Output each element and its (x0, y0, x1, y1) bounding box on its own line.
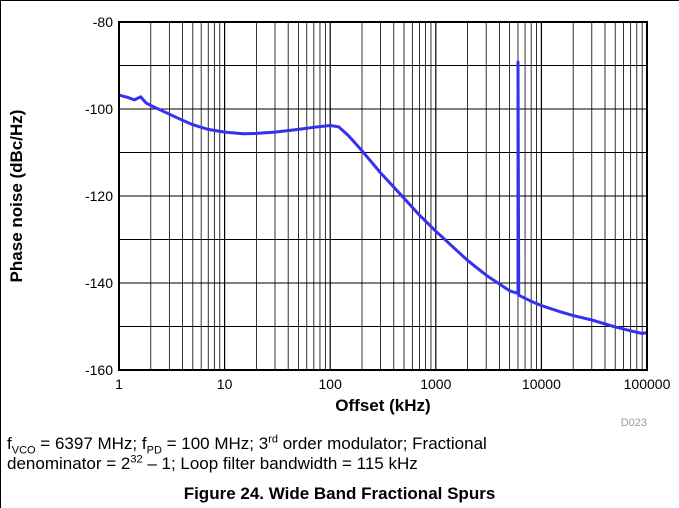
caption-superscript: rd (268, 433, 278, 446)
tick-labels: 1 10 100 1000 10000 100000 -80 -100 -120 -140 -160 (85, 14, 671, 392)
x-tick-label: 10000 (522, 376, 561, 392)
caption-line-2: denominator = 232 – 1; Loop filter bandw… (7, 454, 418, 474)
caption-text: denominator = 2 (7, 454, 131, 473)
caption-subscript: PD (146, 444, 162, 457)
caption-text: f (7, 434, 12, 453)
x-tick-label: 100 (319, 376, 343, 392)
grid-lines (118, 21, 648, 371)
caption-text: = 6397 MHz; f (35, 434, 147, 453)
plot-area-border (118, 21, 648, 371)
x-axis-label: Offset (kHz) (335, 396, 430, 415)
figure-title: Figure 24. Wide Band Fractional Spurs (183, 484, 496, 503)
x-tick-label: 1000 (420, 376, 451, 392)
y-tick-label: -160 (85, 362, 113, 378)
x-tick-label: 1 (115, 376, 123, 392)
x-tick-label: 10 (217, 376, 233, 392)
figure-id-watermark: D023 (621, 417, 647, 429)
x-tick-label: 100000 (624, 376, 671, 392)
y-tick-label: -140 (85, 275, 113, 291)
frame-left-border (0, 0, 1, 508)
y-axis-label: Phase noise (dBc/Hz) (7, 110, 26, 283)
caption-line-1: fVCO = 6397 MHz; fPD = 100 MHz; 3rd orde… (7, 433, 487, 457)
caption-text: – 1; Loop filter bandwidth = 115 kHz (142, 454, 418, 473)
y-tick-label: -100 (85, 101, 113, 117)
caption-text: = 100 MHz; 3 (161, 434, 269, 453)
phase-noise-chart: 1 10 100 1000 10000 100000 -80 -100 -120 -140 -160… (7, 14, 671, 429)
caption-text: order modulator; Fractional (277, 434, 487, 453)
frame-top-border (0, 0, 679, 1)
series-layer (118, 60, 648, 335)
caption-subscript: VCO (11, 444, 36, 457)
y-tick-label: -120 (85, 188, 113, 204)
y-tick-label: -80 (93, 14, 113, 30)
caption-superscript: 32 (130, 453, 143, 466)
phase-noise-series-line (118, 60, 648, 335)
